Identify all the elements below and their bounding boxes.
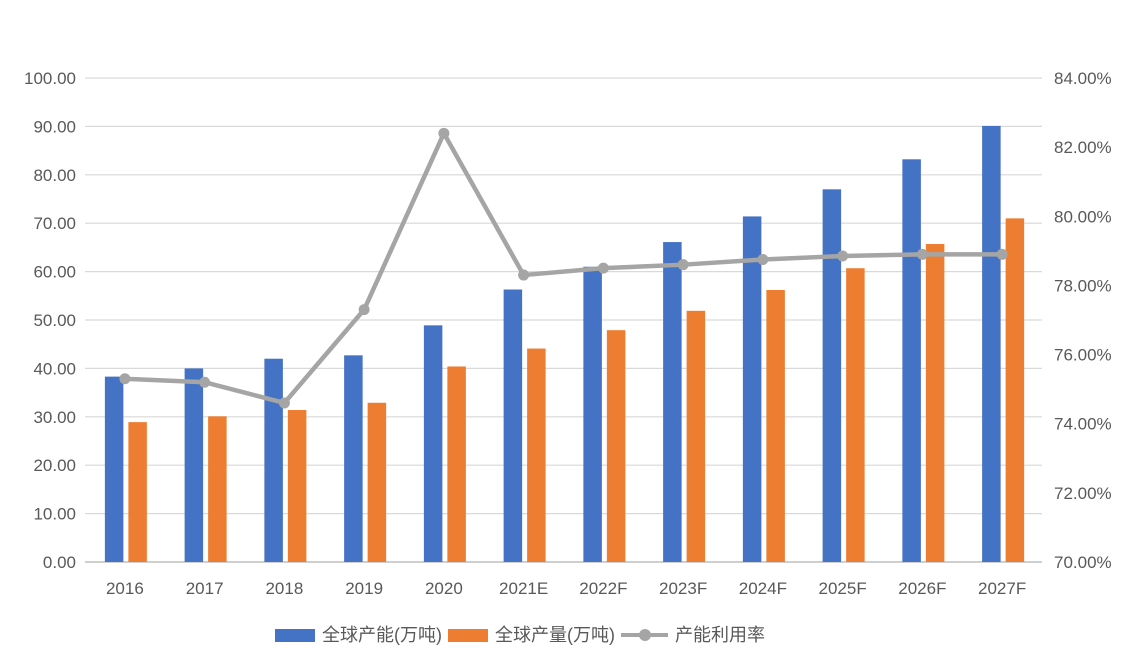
capacity-bar <box>104 376 124 562</box>
x-axis-tick-label: 2019 <box>345 579 383 598</box>
utilization-marker <box>518 269 530 281</box>
y-axis-left-tick-label: 50.00 <box>33 311 76 330</box>
y-axis-right-tick-label: 74.00% <box>1054 415 1112 434</box>
utilization-marker <box>278 397 290 409</box>
utilization-marker <box>199 376 211 388</box>
y-axis-right-tick-label: 80.00% <box>1054 207 1112 226</box>
y-axis-left-tick-label: 100.00 <box>24 69 76 88</box>
y-axis-left-tick-label: 20.00 <box>33 456 76 475</box>
utilization-marker <box>597 262 609 274</box>
capacity-bar <box>423 325 443 562</box>
capacity-bar <box>982 125 1001 562</box>
x-axis-tick-label: 2018 <box>265 579 303 598</box>
chart-legend: 全球产能(万吨) 全球产量(万吨) 产能利用率 <box>0 626 1040 644</box>
capacity-legend-label: 全球产能(万吨) <box>322 625 442 645</box>
production-bar <box>527 348 546 562</box>
production-bar <box>606 330 626 562</box>
utilization-marker <box>358 304 370 316</box>
production-bar <box>287 410 307 562</box>
production-bar <box>925 244 945 562</box>
production-bar <box>846 268 865 562</box>
production-bar <box>367 402 387 562</box>
y-axis-left-tick-label: 90.00 <box>33 117 76 136</box>
x-axis-tick-label: 2017 <box>186 579 224 598</box>
legend-item-capacity: 全球产能(万吨) <box>275 626 442 644</box>
x-axis-tick-label: 2016 <box>106 579 144 598</box>
production-bar <box>208 416 227 562</box>
y-axis-left-tick-label: 30.00 <box>33 408 76 427</box>
capacity-bar <box>822 189 842 562</box>
y-axis-left-tick-label: 80.00 <box>33 166 76 185</box>
y-axis-left-tick-label: 0.00 <box>43 553 76 572</box>
x-axis-tick-label: 2026F <box>898 579 946 598</box>
y-axis-left-tick-label: 60.00 <box>33 263 76 282</box>
production-bar <box>447 366 466 562</box>
utilization-line <box>124 131 1003 406</box>
x-axis-tick-label: 2024F <box>739 579 787 598</box>
production-legend-swatch-icon <box>448 628 488 642</box>
x-axis-tick-label: 2022F <box>579 579 627 598</box>
y-axis-left-tick-label: 10.00 <box>33 505 76 524</box>
utilization-marker <box>677 259 689 271</box>
capacity-bar <box>264 358 283 562</box>
legend-item-utilization: 产能利用率 <box>621 626 765 644</box>
utilization-legend-line-icon <box>621 629 668 641</box>
production-bar <box>1005 218 1025 563</box>
utilization-marker <box>996 248 1008 260</box>
capacity-bar <box>503 289 523 562</box>
production-bar <box>128 422 147 562</box>
y-axis-right-tick-label: 84.00% <box>1054 69 1112 88</box>
x-axis-tick-label: 2021E <box>499 579 548 598</box>
x-axis-tick-label: 2025F <box>819 579 867 598</box>
y-axis-right-tick-label: 76.00% <box>1054 346 1112 365</box>
utilization-marker <box>837 250 849 262</box>
capacity-legend-swatch-icon <box>275 628 315 642</box>
capacity-bar <box>742 216 762 562</box>
legend-item-production: 全球产量(万吨) <box>448 626 615 644</box>
y-axis-right-tick-label: 72.00% <box>1054 484 1112 503</box>
x-axis-tick-label: 2023F <box>659 579 707 598</box>
y-axis-right-tick-label: 82.00% <box>1054 138 1112 157</box>
production-legend-label: 全球产量(万吨) <box>495 625 615 645</box>
x-axis-tick-label: 2027F <box>978 579 1026 598</box>
production-bar <box>766 289 785 562</box>
production-bar <box>686 310 706 562</box>
combo-chart-canvas: 0.00 10.00 20.00 30.00 40.00 50.00 60.00 70.00 8… <box>24 69 1112 598</box>
utilization-marker <box>119 373 131 385</box>
y-axis-left-tick-label: 70.00 <box>33 214 76 233</box>
utilization-marker <box>916 248 928 260</box>
y-axis-right-tick-label: 78.00% <box>1054 276 1112 295</box>
utilization-marker <box>438 127 450 139</box>
capacity-bar <box>184 368 204 562</box>
capacity-bar <box>583 266 602 562</box>
capacity-bar <box>663 242 682 563</box>
y-axis-left-tick-label: 40.00 <box>33 359 76 378</box>
utilization-legend-label: 产能利用率 <box>675 625 765 645</box>
utilization-marker <box>757 254 769 265</box>
capacity-bar <box>902 159 921 562</box>
y-axis-right-tick-label: 70.00% <box>1054 553 1112 572</box>
x-axis-tick-label: 2020 <box>425 579 463 598</box>
capacity-bar <box>344 355 363 562</box>
